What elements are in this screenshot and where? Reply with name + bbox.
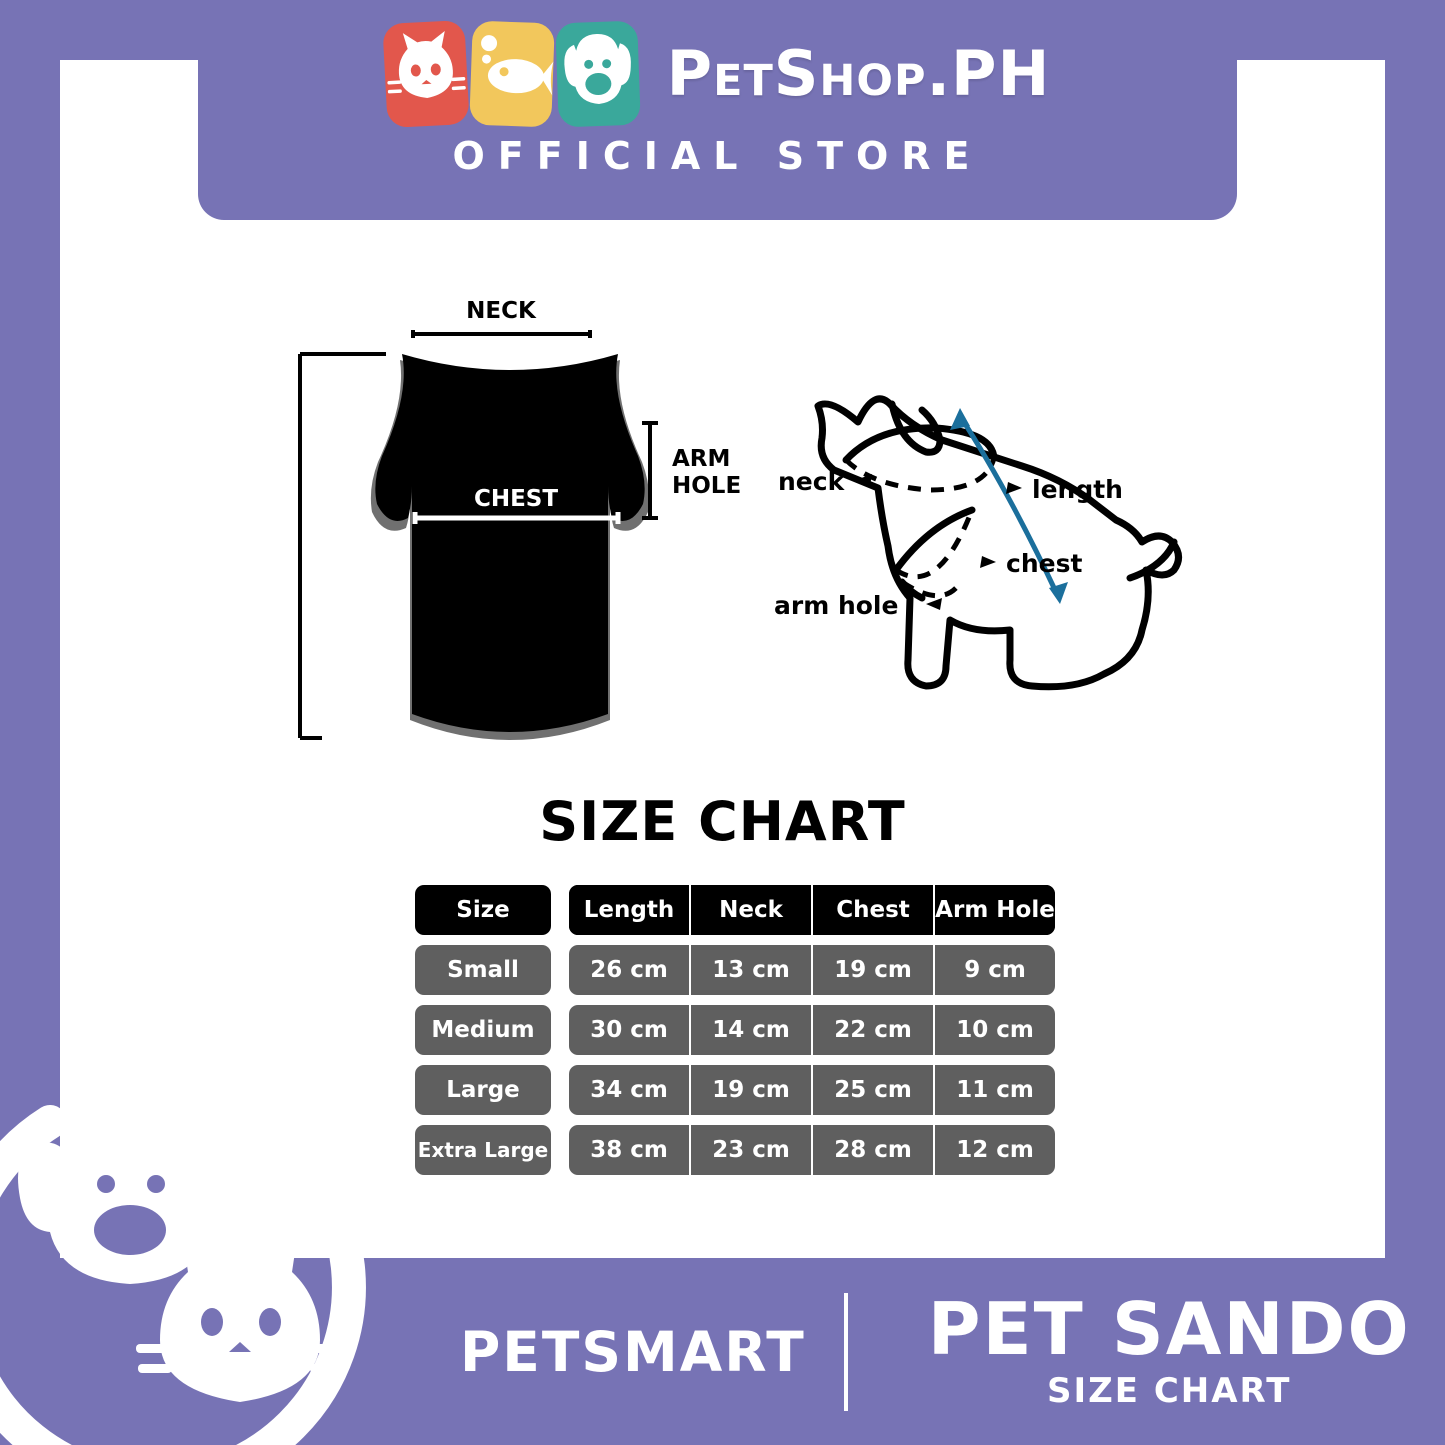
cell-neck: 13 cm bbox=[691, 945, 813, 995]
label-length: LENGTH bbox=[260, 532, 262, 558]
cell-chest: 25 cm bbox=[813, 1065, 935, 1115]
column-header-neck: Neck bbox=[691, 885, 813, 935]
label-arm-hole-1: ARM bbox=[672, 446, 730, 472]
size-chart-table: Size Length Neck Chest Arm Hole Small 26… bbox=[415, 885, 1055, 1185]
pet-circle-logo bbox=[0, 1072, 370, 1445]
cat-icon bbox=[381, 19, 470, 129]
garment-diagram: NECK LENGTH ARM HOLE CHEST bbox=[260, 290, 760, 760]
footer-store-name: PETSMART bbox=[460, 1319, 806, 1384]
cell-neck: 23 cm bbox=[691, 1125, 813, 1175]
dog-label-length: length bbox=[1032, 475, 1123, 504]
cell-chest: 28 cm bbox=[813, 1125, 935, 1175]
footer-product-block: PET SANDO SIZE CHART bbox=[928, 1293, 1411, 1411]
label-arm-hole-2: HOLE bbox=[672, 473, 741, 499]
cell-neck: 14 cm bbox=[691, 1005, 813, 1055]
cell-size: Large bbox=[415, 1065, 551, 1115]
column-header-chest: Chest bbox=[813, 885, 935, 935]
column-header-size: Size bbox=[415, 885, 551, 935]
cell-arm-hole: 11 cm bbox=[935, 1065, 1055, 1115]
cell-length: 26 cm bbox=[569, 945, 691, 995]
table-header-row: Size Length Neck Chest Arm Hole bbox=[415, 885, 1055, 935]
cell-length: 30 cm bbox=[569, 1005, 691, 1055]
cell-size: Extra Large bbox=[415, 1125, 551, 1175]
cell-arm-hole: 9 cm bbox=[935, 945, 1055, 995]
column-header-arm-hole: Arm Hole bbox=[935, 885, 1055, 935]
row-measures: 34 cm 19 cm 25 cm 11 cm bbox=[569, 1065, 1055, 1115]
dog-label-arm-hole: arm hole bbox=[774, 591, 898, 620]
header-banner: PetShop.PH OFFICIAL STORE bbox=[198, 0, 1237, 220]
table-row: Medium 30 cm 14 cm 22 cm 10 cm bbox=[415, 1005, 1055, 1055]
cell-chest: 19 cm bbox=[813, 945, 935, 995]
brand-row: PetShop.PH bbox=[381, 19, 1051, 129]
footer-banner: PETSMART PET SANDO SIZE CHART bbox=[418, 1258, 1445, 1445]
dog-icon bbox=[554, 20, 641, 128]
row-measures: 26 cm 13 cm 19 cm 9 cm bbox=[569, 945, 1055, 995]
brand-subtitle: OFFICIAL STORE bbox=[452, 134, 983, 178]
fish-icon bbox=[468, 20, 555, 128]
table-row: Large 34 cm 19 cm 25 cm 11 cm bbox=[415, 1065, 1055, 1115]
row-measures: 30 cm 14 cm 22 cm 10 cm bbox=[569, 1005, 1055, 1055]
label-neck: NECK bbox=[466, 298, 537, 324]
label-chest: CHEST bbox=[474, 486, 558, 512]
table-row: Extra Large 38 cm 23 cm 28 cm 12 cm bbox=[415, 1125, 1055, 1175]
column-header-length: Length bbox=[569, 885, 691, 935]
inner-sheet bbox=[60, 60, 1385, 1258]
size-chart-title: SIZE CHART bbox=[539, 790, 906, 853]
footer-product-name: PET SANDO bbox=[927, 1286, 1411, 1371]
cell-neck: 19 cm bbox=[691, 1065, 813, 1115]
cell-length: 38 cm bbox=[569, 1125, 691, 1175]
measurement-diagrams: NECK LENGTH ARM HOLE CHEST bbox=[60, 280, 1385, 780]
footer-divider bbox=[843, 1292, 848, 1411]
cell-size: Small bbox=[415, 945, 551, 995]
cell-arm-hole: 12 cm bbox=[935, 1125, 1055, 1175]
dog-label-chest: chest bbox=[1006, 549, 1082, 578]
cell-arm-hole: 10 cm bbox=[935, 1005, 1055, 1055]
row-measures: 38 cm 23 cm 28 cm 12 cm bbox=[569, 1125, 1055, 1175]
footer-product-subtitle: SIZE CHART bbox=[1046, 1370, 1292, 1411]
brand-icon-tiles bbox=[381, 19, 643, 129]
dog-label-neck: neck bbox=[778, 467, 846, 496]
brand-title: PetShop.PH bbox=[666, 37, 1051, 110]
cell-size: Medium bbox=[415, 1005, 551, 1055]
cell-chest: 22 cm bbox=[813, 1005, 935, 1055]
dog-measurement-diagram: neck length chest arm hole bbox=[760, 330, 1220, 730]
column-header-group: Length Neck Chest Arm Hole bbox=[569, 885, 1055, 935]
cell-length: 34 cm bbox=[569, 1065, 691, 1115]
table-row: Small 26 cm 13 cm 19 cm 9 cm bbox=[415, 945, 1055, 995]
